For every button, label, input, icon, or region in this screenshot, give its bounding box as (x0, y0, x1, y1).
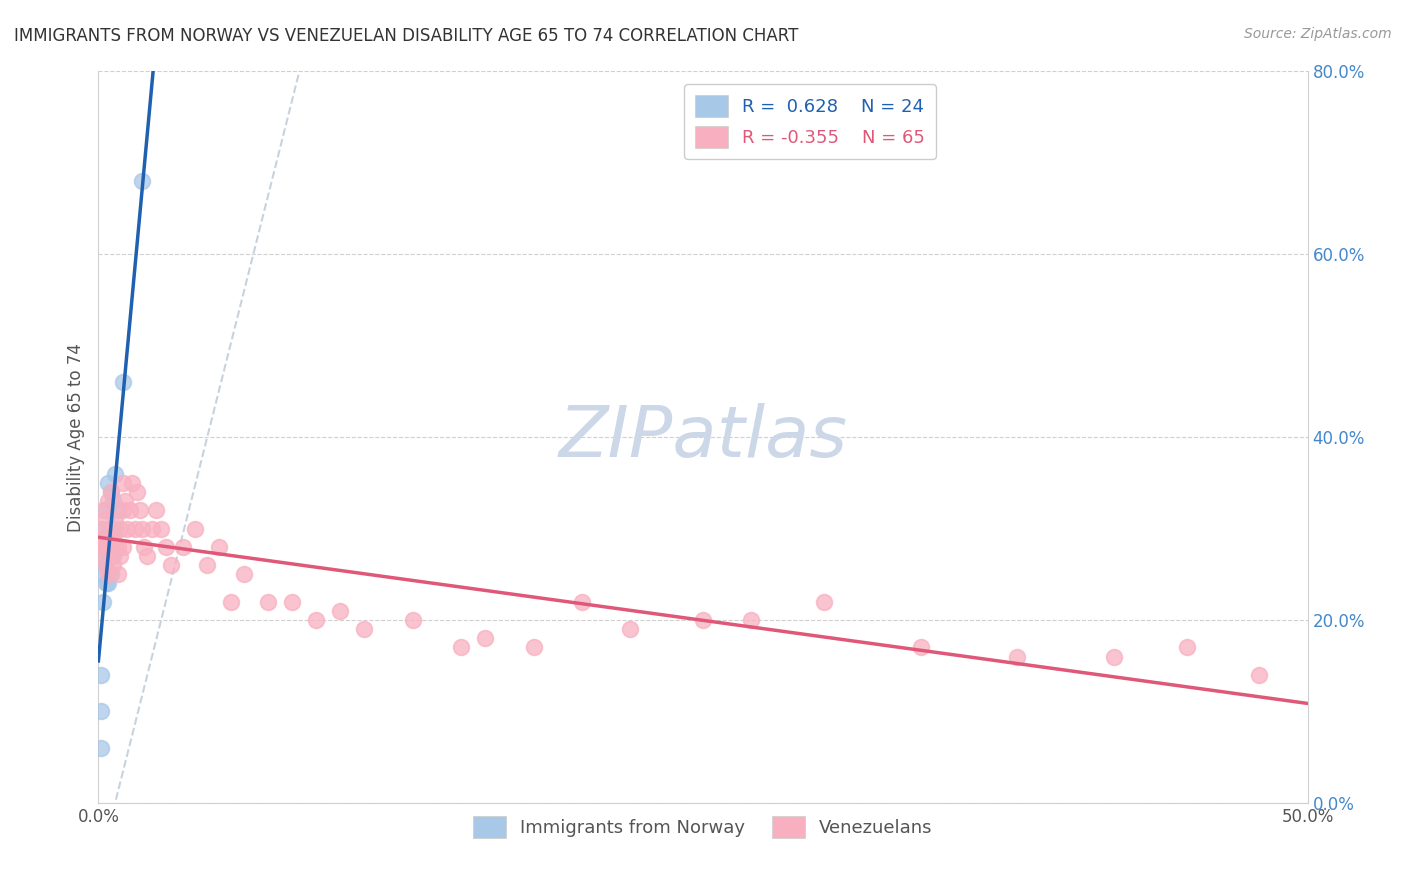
Point (104, 540, 127, 554)
Point (94, 558, 117, 573)
Text: ZIPatlas: ZIPatlas (558, 402, 848, 472)
Point (128, 503, 150, 517)
Point (91, 549, 114, 563)
Point (97, 475, 120, 490)
Point (150, 521, 173, 535)
Point (523, 640, 546, 655)
Point (91, 521, 114, 535)
Point (90, 540, 112, 554)
Point (208, 540, 231, 554)
Point (100, 521, 122, 535)
Point (121, 475, 143, 490)
Point (90, 705, 112, 719)
Point (619, 622, 641, 636)
Point (145, 503, 167, 517)
Point (104, 512, 127, 526)
Point (94, 503, 117, 517)
Point (97, 567, 120, 582)
Point (100, 485, 122, 500)
Point (474, 632, 496, 646)
Point (91, 594, 114, 608)
Point (100, 485, 122, 500)
Point (111, 475, 134, 490)
Point (450, 640, 472, 655)
Point (131, 521, 153, 535)
Point (94, 540, 117, 554)
Point (813, 594, 835, 608)
Point (692, 613, 714, 627)
Point (108, 521, 131, 535)
Point (94, 558, 117, 573)
Point (94, 576, 117, 591)
Point (160, 558, 183, 573)
Point (134, 540, 156, 554)
Point (104, 467, 127, 481)
Point (108, 549, 131, 563)
Point (131, 174, 153, 188)
Point (107, 567, 129, 582)
Point (740, 613, 762, 627)
Point (910, 640, 932, 655)
Text: IMMIGRANTS FROM NORWAY VS VENEZUELAN DISABILITY AGE 65 TO 74 CORRELATION CHART: IMMIGRANTS FROM NORWAY VS VENEZUELAN DIS… (14, 27, 799, 45)
Point (101, 549, 124, 563)
Point (184, 521, 207, 535)
Point (172, 540, 194, 554)
Point (100, 521, 122, 535)
Point (111, 540, 134, 554)
Point (571, 594, 593, 608)
Point (1249, 667, 1271, 681)
Point (91, 503, 114, 517)
Point (117, 521, 139, 535)
Point (135, 549, 157, 563)
Point (221, 594, 243, 608)
Point (118, 503, 141, 517)
Point (402, 613, 425, 627)
Point (1007, 649, 1029, 664)
Point (1175, 640, 1198, 655)
Point (124, 521, 146, 535)
Text: Source: ZipAtlas.com: Source: ZipAtlas.com (1244, 27, 1392, 41)
Point (100, 549, 122, 563)
Point (104, 521, 127, 535)
Point (111, 375, 134, 389)
Point (127, 485, 149, 500)
Point (155, 540, 177, 554)
Point (195, 558, 218, 573)
Point (94, 512, 117, 526)
Point (97, 494, 120, 508)
Y-axis label: Disability Age 65 to 74: Disability Age 65 to 74 (66, 343, 84, 532)
Point (90, 740, 112, 755)
Point (91, 549, 114, 563)
Point (329, 604, 352, 618)
Point (90, 521, 112, 535)
Point (107, 503, 129, 517)
Point (353, 622, 375, 636)
Point (90, 667, 112, 681)
Point (91, 531, 114, 545)
Point (97, 531, 120, 545)
Point (97, 540, 120, 554)
Point (91, 567, 114, 582)
Point (232, 567, 254, 582)
Point (101, 531, 124, 545)
Point (101, 558, 124, 573)
Legend: Immigrants from Norway, Venezuelans: Immigrants from Norway, Venezuelans (465, 808, 941, 845)
Point (114, 494, 136, 508)
Point (141, 521, 163, 535)
Point (256, 594, 278, 608)
Point (107, 540, 129, 554)
Point (281, 594, 304, 608)
Point (305, 613, 328, 627)
Point (100, 567, 122, 582)
Point (111, 503, 134, 517)
Point (1102, 649, 1125, 664)
Point (101, 494, 124, 508)
Point (97, 576, 120, 591)
Point (94, 540, 117, 554)
